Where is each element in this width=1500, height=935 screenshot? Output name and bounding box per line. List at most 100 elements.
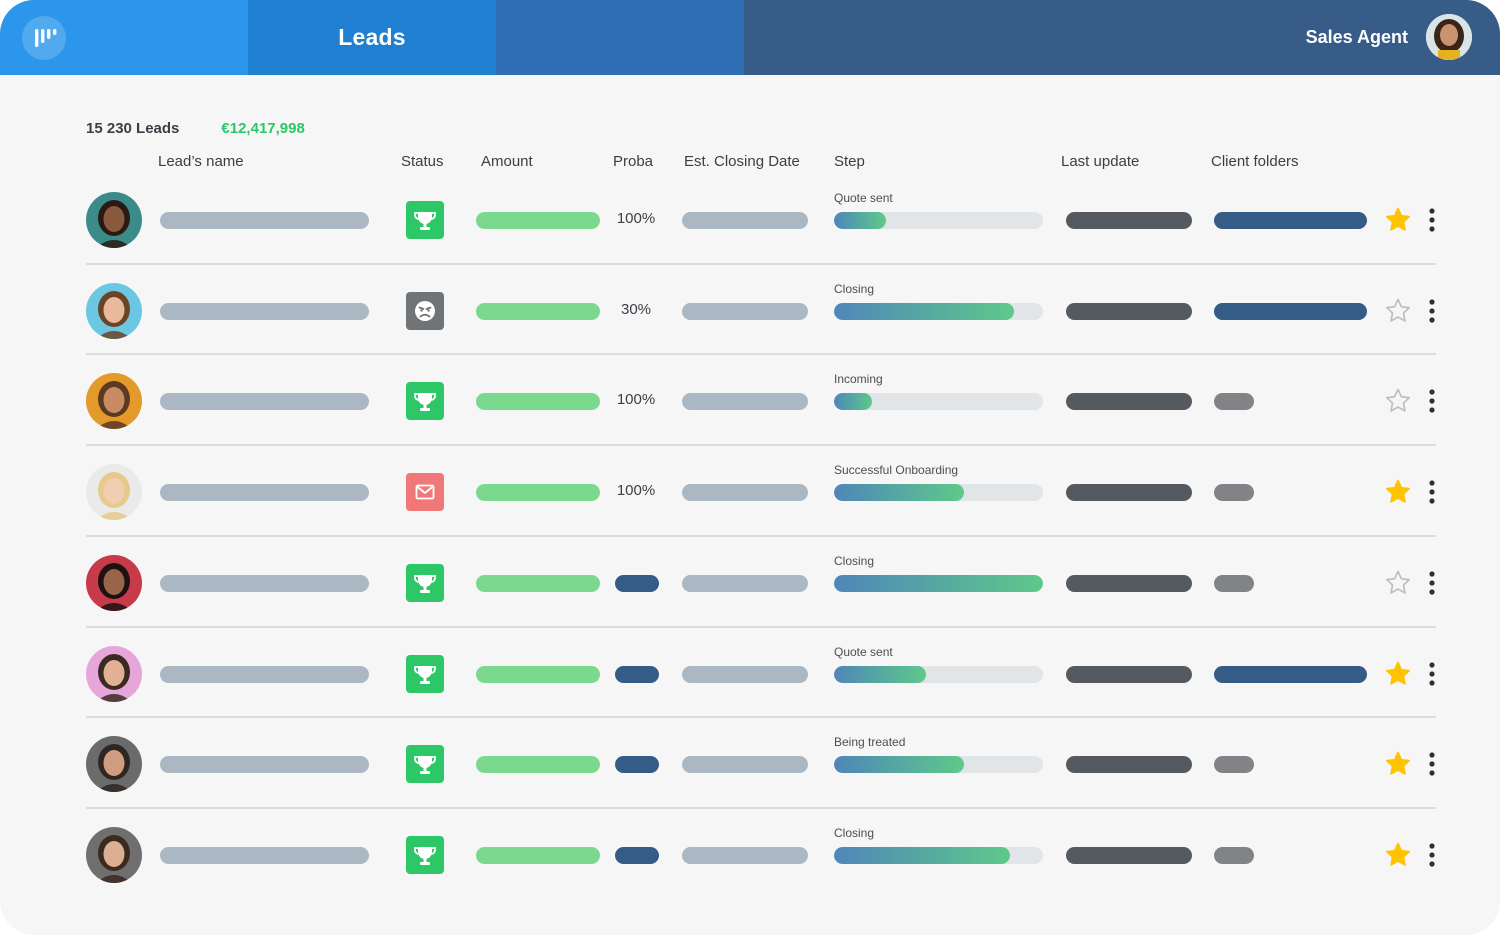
kebab-menu-icon[interactable]	[1426, 660, 1438, 688]
star-icon[interactable]	[1384, 750, 1412, 778]
lead-avatar[interactable]	[86, 464, 142, 521]
star-icon[interactable]	[1384, 206, 1412, 234]
row-divider	[86, 534, 1436, 537]
column-header-name[interactable]: Lead’s name	[158, 153, 244, 170]
lead-name-placeholder-bar	[160, 484, 369, 502]
step-label: Successful Onboarding	[834, 463, 959, 478]
status-trophy-icon[interactable]	[406, 563, 444, 602]
column-header-proba[interactable]: Proba	[613, 153, 654, 170]
logo-area	[0, 0, 248, 75]
amount-placeholder-bar	[476, 574, 600, 592]
row-divider	[86, 625, 1436, 628]
lead-avatar[interactable]	[86, 826, 142, 883]
column-header-last-update[interactable]: Last update	[1061, 153, 1140, 170]
tab-leads[interactable]: Leads	[248, 0, 496, 75]
proba-placeholder-bar	[615, 846, 659, 864]
client-folder-placeholder-bar[interactable]	[1214, 393, 1254, 411]
lead-avatar[interactable]	[86, 192, 142, 248]
total-amount: €12,417,998	[221, 120, 305, 137]
table-row[interactable]: 100% Quote sent	[86, 182, 1436, 272]
kebab-menu-icon[interactable]	[1426, 750, 1438, 778]
leads-summary: 15 230 Leads €12,417,998	[86, 120, 305, 137]
amount-placeholder-bar	[476, 302, 600, 320]
column-header-status[interactable]: Status	[401, 153, 444, 170]
client-folder-placeholder-bar[interactable]	[1214, 574, 1254, 592]
status-trophy-icon[interactable]	[406, 201, 444, 239]
kebab-menu-icon[interactable]	[1426, 478, 1438, 506]
lead-avatar[interactable]	[86, 373, 142, 430]
bars-logo-icon[interactable]	[22, 16, 66, 60]
step-progress-bar	[834, 212, 1043, 229]
table-row[interactable]: Closing	[86, 817, 1436, 907]
amount-placeholder-bar	[476, 846, 600, 864]
user-menu[interactable]: Sales Agent	[1306, 14, 1472, 60]
status-trophy-icon[interactable]	[406, 654, 444, 693]
status-trophy-icon[interactable]	[406, 835, 444, 874]
star-icon[interactable]	[1384, 660, 1412, 688]
lead-avatar[interactable]	[86, 645, 142, 702]
client-folder-placeholder-bar[interactable]	[1214, 665, 1367, 683]
last-update-placeholder-bar	[1066, 846, 1192, 864]
table-row[interactable]: 100% Incoming	[86, 363, 1436, 453]
last-update-placeholder-bar	[1066, 302, 1192, 320]
lead-name-placeholder-bar	[160, 574, 369, 592]
proba-placeholder-bar	[615, 756, 659, 774]
step-progress-fill	[834, 846, 1010, 864]
step-progress-fill	[834, 574, 1043, 592]
column-header-client-folders[interactable]: Client folders	[1211, 153, 1299, 170]
status-envelope-icon[interactable]	[406, 473, 444, 512]
kebab-menu-icon[interactable]	[1426, 387, 1438, 415]
table-row[interactable]: Being treated	[86, 726, 1436, 816]
kebab-menu-icon[interactable]	[1426, 841, 1438, 869]
step-progress-fill	[834, 665, 926, 683]
lead-avatar[interactable]	[86, 282, 142, 339]
client-folder-placeholder-bar[interactable]	[1214, 756, 1254, 774]
step-progress-bar	[834, 846, 1043, 864]
step-progress-fill	[834, 212, 887, 229]
last-update-placeholder-bar	[1066, 756, 1192, 774]
kebab-menu-icon[interactable]	[1426, 206, 1438, 234]
closing-date-placeholder-bar	[682, 574, 808, 592]
tab-leads-label: Leads	[338, 24, 406, 50]
amount-placeholder-bar	[476, 484, 600, 502]
row-divider	[86, 716, 1436, 719]
step-label: Being treated	[834, 735, 906, 750]
star-icon[interactable]	[1384, 841, 1412, 869]
table-row[interactable]: 100% Successful Onboarding	[86, 454, 1436, 544]
closing-date-placeholder-bar	[682, 846, 808, 864]
status-angry-face-icon[interactable]	[406, 291, 444, 330]
kebab-menu-icon[interactable]	[1426, 569, 1438, 597]
user-avatar[interactable]	[1426, 14, 1472, 60]
status-trophy-icon[interactable]	[406, 745, 444, 784]
lead-avatar[interactable]	[86, 554, 142, 611]
column-header-step[interactable]: Step	[834, 153, 865, 170]
amount-placeholder-bar	[476, 665, 600, 683]
step-label: Closing	[834, 281, 875, 296]
amount-placeholder-bar	[476, 393, 600, 411]
kebab-menu-icon[interactable]	[1426, 297, 1438, 325]
closing-date-placeholder-bar	[682, 756, 808, 774]
star-icon[interactable]	[1384, 478, 1412, 506]
amount-placeholder-bar	[476, 756, 600, 774]
step-progress-bar	[834, 574, 1043, 592]
table-row[interactable]: Closing	[86, 545, 1436, 635]
proba-placeholder-bar	[615, 574, 659, 592]
table-row[interactable]: 30% Closing	[86, 273, 1436, 363]
star-icon[interactable]	[1384, 569, 1412, 597]
client-folder-placeholder-bar[interactable]	[1214, 212, 1367, 229]
step-progress-bar	[834, 393, 1043, 411]
client-folder-placeholder-bar[interactable]	[1214, 846, 1254, 864]
client-folder-placeholder-bar[interactable]	[1214, 302, 1367, 320]
step-progress-fill	[834, 484, 964, 502]
client-folder-placeholder-bar[interactable]	[1214, 484, 1254, 502]
lead-name-placeholder-bar	[160, 393, 369, 411]
status-trophy-icon[interactable]	[406, 382, 444, 421]
column-header-closing-date[interactable]: Est. Closing Date	[684, 153, 800, 170]
column-header-amount[interactable]: Amount	[481, 153, 533, 170]
lead-avatar[interactable]	[86, 736, 142, 793]
table-row[interactable]: Quote sent	[86, 636, 1436, 726]
step-progress-bar	[834, 484, 1043, 502]
last-update-placeholder-bar	[1066, 212, 1192, 229]
star-icon[interactable]	[1384, 297, 1412, 325]
star-icon[interactable]	[1384, 387, 1412, 415]
